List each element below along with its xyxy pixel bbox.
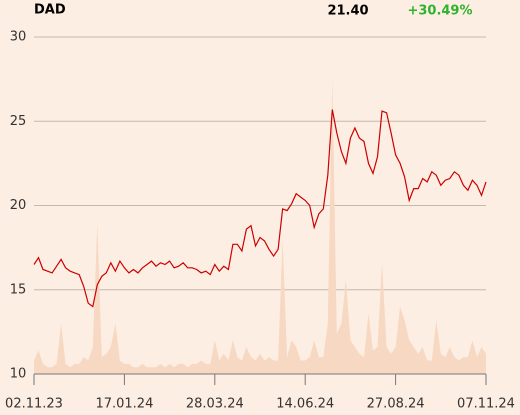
price-line <box>33 109 487 308</box>
x-tick-label: 17.01.24 <box>95 397 153 412</box>
last-price: 21.40 <box>327 4 368 19</box>
x-tick-label: 27.08.24 <box>367 397 425 412</box>
ticker: DAD <box>34 3 66 18</box>
change: +30.49% <box>407 4 472 19</box>
y-tick-label: 15 <box>10 282 27 297</box>
y-tick-label: 10 <box>10 367 27 382</box>
x-tick-label: 07.11.24 <box>457 397 515 412</box>
x-tick-label: 14.06.24 <box>276 397 334 412</box>
y-tick-label: 25 <box>10 114 27 129</box>
y-tick-label: 20 <box>10 198 27 213</box>
y-tick-label: 30 <box>10 30 27 45</box>
x-tick-label: 02.11.23 <box>5 397 63 412</box>
x-tick-label: 28.03.24 <box>186 397 244 412</box>
